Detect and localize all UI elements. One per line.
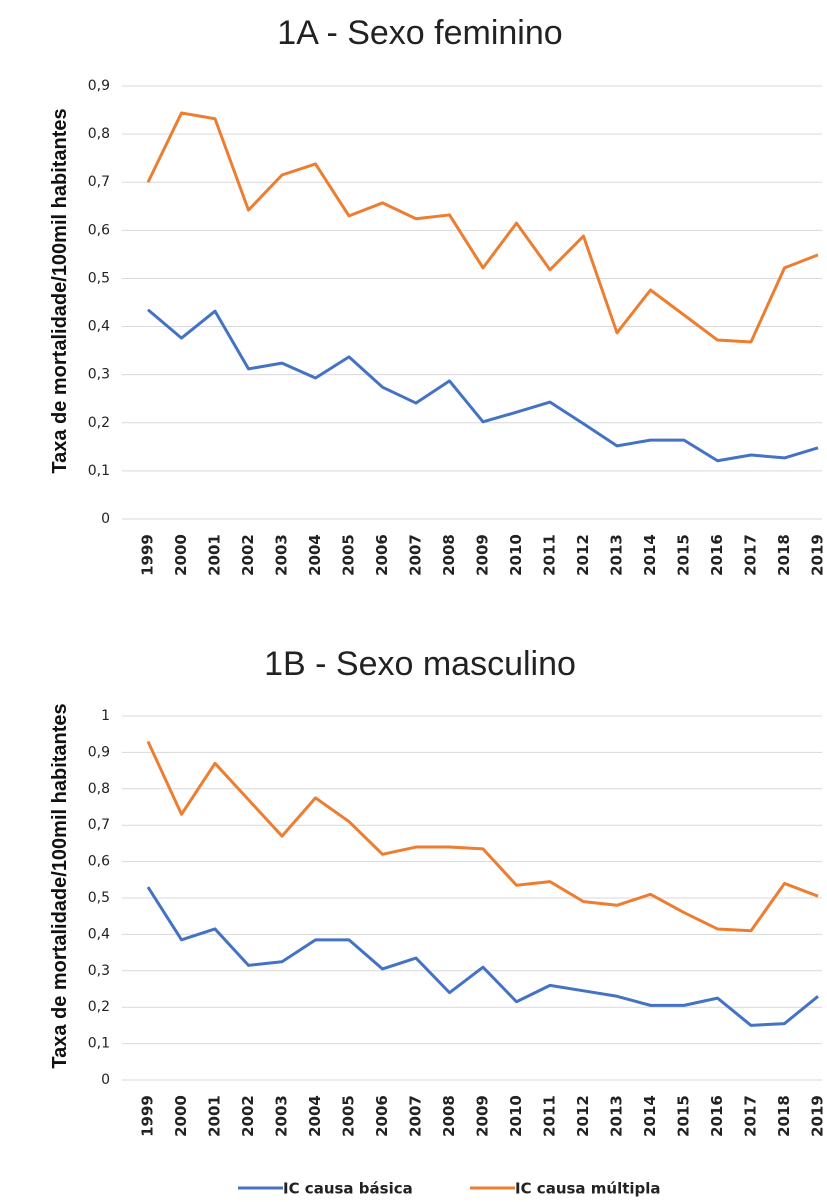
x-tick-label: 2008 bbox=[440, 1095, 458, 1137]
data-line bbox=[146, 886, 819, 1027]
x-tick-label: 2003 bbox=[273, 1095, 291, 1137]
y-tick-label: 0,7 bbox=[88, 817, 110, 833]
y-tick-label: 0,6 bbox=[88, 854, 110, 870]
data-line bbox=[146, 111, 819, 344]
x-tick-label: 2012 bbox=[574, 1095, 592, 1137]
chart-title: 1A - Sexo feminino bbox=[277, 14, 562, 52]
x-tick-label: 2003 bbox=[273, 534, 291, 576]
y-tick-label: 0,8 bbox=[88, 126, 110, 142]
x-tick-label: 2018 bbox=[775, 534, 793, 576]
y-tick-label: 0,5 bbox=[88, 890, 110, 906]
x-tick-label: 2006 bbox=[373, 1095, 391, 1137]
x-tick-label: 2017 bbox=[742, 1095, 760, 1137]
x-tick-label: 2001 bbox=[206, 534, 224, 576]
y-tick-label: 0,3 bbox=[88, 367, 110, 383]
x-tick-label: 2011 bbox=[541, 534, 559, 576]
x-tick-label: 2016 bbox=[708, 534, 726, 576]
x-tick-label: 2017 bbox=[742, 534, 760, 576]
x-tick-label: 2005 bbox=[340, 534, 358, 576]
y-tick-label: 0,1 bbox=[88, 1036, 110, 1052]
y-tick-label: 0,3 bbox=[88, 963, 110, 979]
y-tick-label: 0,8 bbox=[88, 781, 110, 797]
y-tick-label: 1 bbox=[101, 708, 110, 724]
x-tick-label: 2008 bbox=[440, 534, 458, 576]
x-tick-label: 2009 bbox=[474, 1095, 492, 1137]
x-tick-label: 2016 bbox=[708, 1095, 726, 1137]
x-tick-label: 2018 bbox=[775, 1095, 793, 1137]
legend-label: IC causa múltipla bbox=[515, 1180, 661, 1198]
y-tick-label: 0 bbox=[101, 1072, 110, 1088]
x-tick-label: 2013 bbox=[608, 534, 626, 576]
x-tick-label: 2015 bbox=[675, 534, 693, 576]
legend-label: IC causa básica bbox=[283, 1180, 413, 1198]
x-tick-label: 2007 bbox=[407, 534, 425, 576]
y-tick-label: 0,2 bbox=[88, 415, 110, 431]
y-tick-label: 0,7 bbox=[88, 174, 110, 190]
x-tick-label: 2005 bbox=[340, 1095, 358, 1137]
x-tick-label: 2007 bbox=[407, 1095, 425, 1137]
x-tick-label: 2014 bbox=[641, 534, 659, 576]
y-tick-label: 0,5 bbox=[88, 270, 110, 286]
y-tick-label: 0,4 bbox=[88, 319, 110, 335]
y-tick-label: 0,9 bbox=[88, 78, 110, 94]
x-tick-label: 2013 bbox=[608, 1095, 626, 1137]
x-tick-label: 2015 bbox=[675, 1095, 693, 1137]
x-tick-label: 2004 bbox=[306, 534, 324, 576]
y-tick-label: 0,6 bbox=[88, 222, 110, 238]
x-tick-label: 1999 bbox=[139, 1095, 157, 1137]
x-tick-label: 2000 bbox=[172, 1095, 190, 1137]
y-axis-label: Taxa de mortalidade/100mil habitantes bbox=[49, 107, 71, 474]
x-tick-label: 2004 bbox=[306, 1095, 324, 1137]
y-tick-label: 0,4 bbox=[88, 926, 110, 942]
chart-title: 1B - Sexo masculino bbox=[264, 645, 576, 683]
y-tick-label: 0,9 bbox=[88, 744, 110, 760]
x-tick-label: 2014 bbox=[641, 1095, 659, 1137]
x-tick-label: 2001 bbox=[206, 1095, 224, 1137]
y-tick-label: 0,1 bbox=[88, 463, 110, 479]
x-tick-label: 2002 bbox=[239, 1095, 257, 1137]
x-tick-label: 2009 bbox=[474, 534, 492, 576]
x-tick-label: 2012 bbox=[574, 534, 592, 576]
x-tick-label: 2000 bbox=[172, 534, 190, 576]
x-tick-label: 2019 bbox=[809, 1095, 827, 1137]
data-line bbox=[147, 308, 819, 463]
y-tick-label: 0,2 bbox=[88, 999, 110, 1015]
x-tick-label: 2019 bbox=[809, 534, 827, 576]
x-tick-label: 2010 bbox=[507, 1095, 525, 1137]
x-tick-label: 2011 bbox=[541, 1095, 559, 1137]
data-line bbox=[146, 740, 819, 933]
x-tick-label: 2010 bbox=[507, 534, 525, 576]
y-axis-label: Taxa de mortalidade/100mil habitantes bbox=[49, 703, 71, 1069]
x-tick-label: 1999 bbox=[139, 534, 157, 576]
y-tick-label: 0 bbox=[101, 511, 110, 527]
x-tick-label: 2002 bbox=[239, 534, 257, 576]
x-tick-label: 2006 bbox=[373, 534, 391, 576]
